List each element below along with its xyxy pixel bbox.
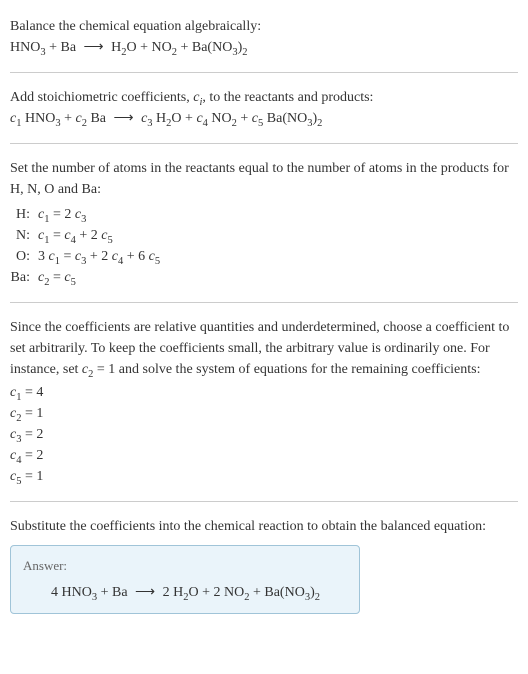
divider — [10, 302, 518, 303]
coeff-row: c2 = 1 — [10, 403, 518, 424]
stoich-intro: Add stoichiometric coefficients, ci, to … — [10, 87, 518, 108]
stoich-section: Add stoichiometric coefficients, ci, to … — [10, 79, 518, 137]
answer-box: Answer: 4 HNO3 + Ba ⟶ 2 H2O + 2 NO2 + Ba… — [10, 545, 360, 614]
coeff-row: c1 = 4 — [10, 382, 518, 403]
arbitrary-section: Since the coefficients are relative quan… — [10, 309, 518, 495]
intro-text: Balance the chemical equation algebraica… — [10, 16, 518, 37]
arbitrary-text: Since the coefficients are relative quan… — [10, 317, 518, 380]
atom-row-ba: Ba: c2 = c5 — [10, 267, 160, 288]
coeff-row: c5 = 1 — [10, 466, 518, 487]
atoms-table: H: c1 = 2 c3 N: c1 = c4 + 2 c5 O: 3 c1 =… — [10, 204, 160, 288]
coeff-row: c4 = 2 — [10, 445, 518, 466]
atoms-intro: Set the number of atoms in the reactants… — [10, 158, 518, 200]
divider — [10, 501, 518, 502]
answer-label: Answer: — [23, 556, 347, 576]
coeff-row: c3 = 2 — [10, 424, 518, 445]
atom-row-h: H: c1 = 2 c3 — [10, 204, 160, 225]
divider — [10, 72, 518, 73]
divider — [10, 143, 518, 144]
stoich-equation: c1 HNO3 + c2 Ba ⟶ c3 H2O + c4 NO2 + c5 B… — [10, 108, 518, 129]
atoms-section: Set the number of atoms in the reactants… — [10, 150, 518, 296]
balanced-equation: 4 HNO3 + Ba ⟶ 2 H2O + 2 NO2 + Ba(NO3)2 — [23, 582, 347, 603]
atom-row-o: O: 3 c1 = c3 + 2 c4 + 6 c5 — [10, 246, 160, 267]
balance-intro: Balance the chemical equation algebraica… — [10, 8, 518, 66]
final-intro: Substitute the coefficients into the che… — [10, 516, 518, 537]
final-section: Substitute the coefficients into the che… — [10, 508, 518, 622]
coefficients-list: c1 = 4 c2 = 1 c3 = 2 c4 = 2 c5 = 1 — [10, 382, 518, 487]
unbalanced-equation: HNO3 + Ba ⟶ H2O + NO2 + Ba(NO3)2 — [10, 37, 518, 58]
atom-row-n: N: c1 = c4 + 2 c5 — [10, 225, 160, 246]
